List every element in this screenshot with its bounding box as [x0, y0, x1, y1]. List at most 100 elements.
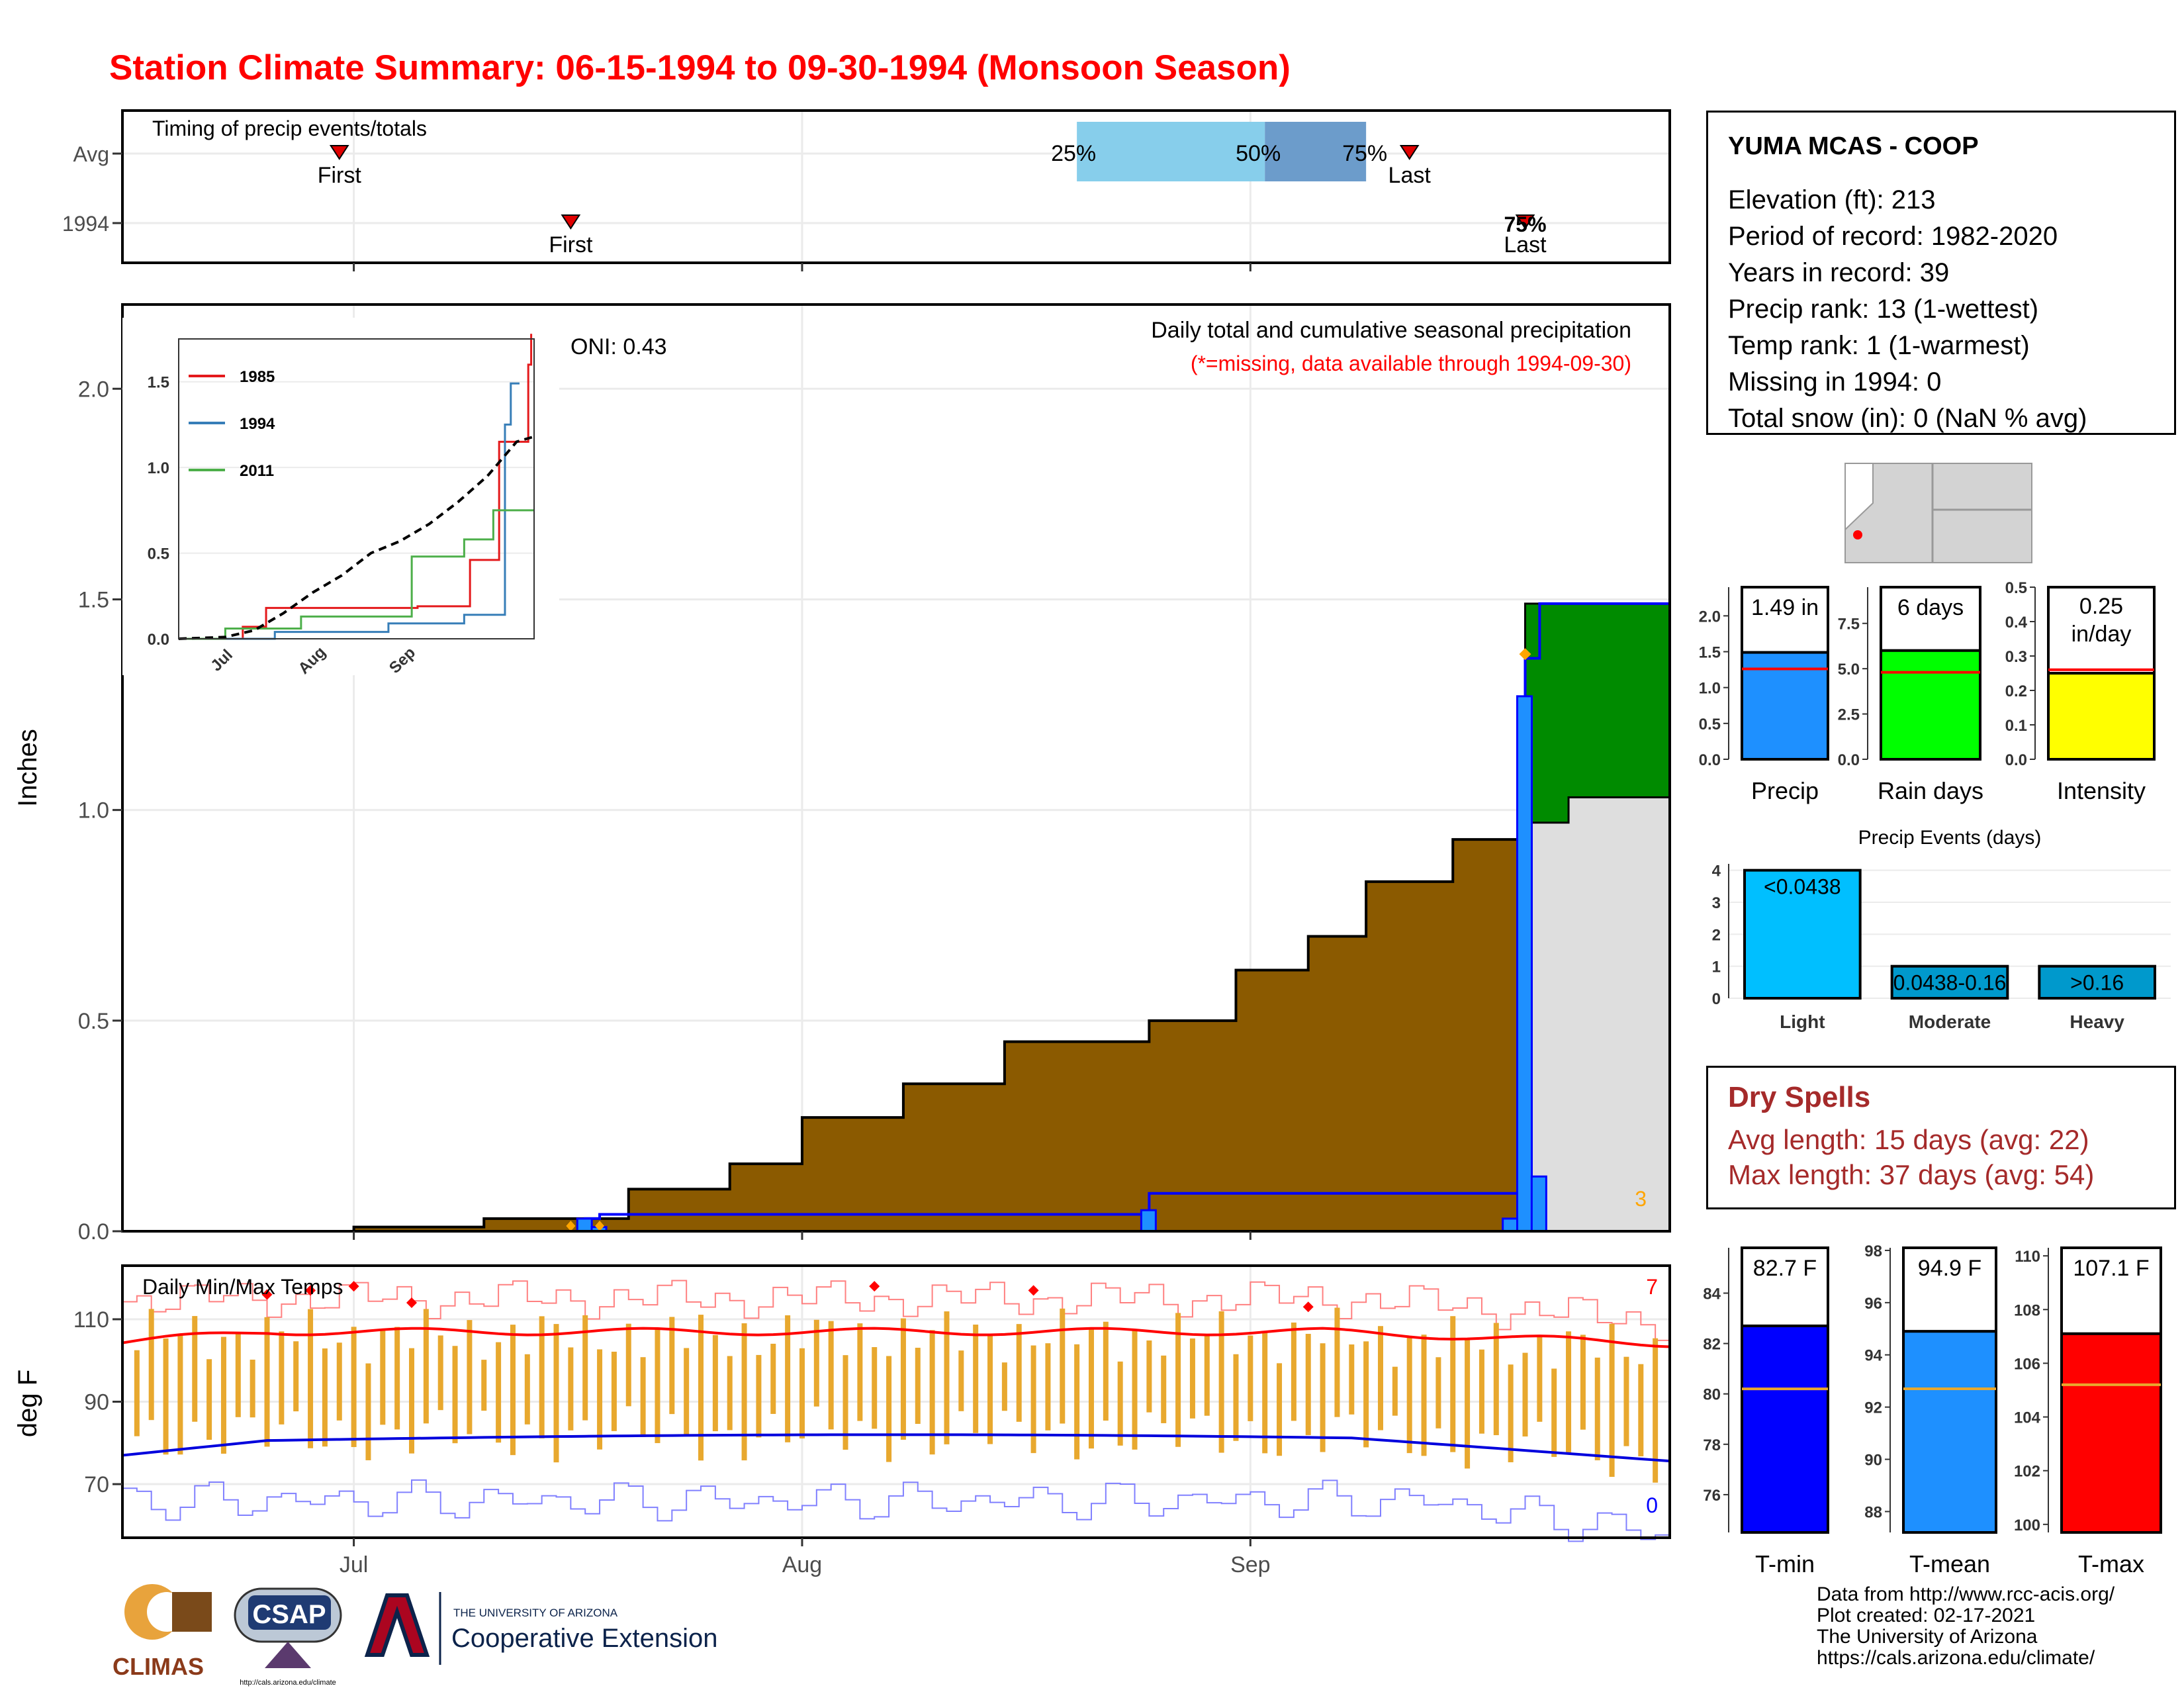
summary-chart-bars_tmax: 100 102 104 106 108 110 107.1 F T-max — [2014, 1246, 2162, 1577]
university-of-arizona-logo: THE UNIVERSITY OF ARIZONA Cooperative Ex… — [364, 1592, 717, 1665]
summary-value-bar — [1880, 649, 1981, 761]
cumulative-y-tick-label: 0.5 — [78, 1009, 109, 1034]
daily-precip-bar — [1502, 1217, 1519, 1233]
record-low-count: 0 — [1646, 1493, 1658, 1517]
daily-temp-bar — [1580, 1335, 1586, 1430]
daily-temp-bar — [1334, 1307, 1340, 1417]
summary-y-tick-label: 0.1 — [2005, 717, 2027, 735]
csap-logo-url: http://cals.arizona.edu/climate — [240, 1679, 336, 1687]
daily-temp-bar — [1175, 1313, 1181, 1447]
daily-temp-bar — [698, 1315, 704, 1461]
daily-temp-bar — [1103, 1321, 1109, 1421]
daily-temp-bar — [264, 1317, 270, 1447]
summary-y-tick-label: 2.5 — [1838, 706, 1860, 724]
daily-marker — [566, 1221, 576, 1231]
summary-y-tick-label: 0.4 — [2005, 614, 2028, 632]
avg-last-label: Last — [1388, 163, 1432, 188]
daily-temp-bar — [625, 1323, 631, 1407]
cumulative-title: Daily total and cumulative seasonal prec… — [1151, 318, 1631, 343]
summary-category-label: T-min — [1755, 1550, 1815, 1577]
summary-chart-bars_intensity: 0.0 0.1 0.2 0.3 0.4 0.5 0.25 in/day Intensity — [2005, 579, 2156, 804]
temperature-x-tick-label: Sep — [1230, 1552, 1271, 1577]
events-category-label: Heavy — [2070, 1011, 2124, 1032]
daily-temp-bar — [365, 1363, 371, 1460]
summary-y-tick-label: 90 — [1864, 1452, 1882, 1470]
events-y-tick-label: 4 — [1712, 863, 1721, 880]
daily-temp-bar — [828, 1321, 834, 1430]
record-high-marker — [348, 1281, 359, 1292]
daily-temp-bar — [1030, 1345, 1036, 1454]
summary-value-label: 107.1 F — [2073, 1256, 2149, 1281]
summary-value-bar — [2047, 672, 2156, 761]
ua-extension-text: Cooperative Extension — [451, 1624, 717, 1653]
daily-temp-bar — [250, 1359, 255, 1418]
credit-data-source: Data from http://www.rcc-acis.org/ — [1817, 1583, 2115, 1605]
daily-temp-bar — [1435, 1357, 1441, 1429]
summary-y-tick-label: 76 — [1703, 1487, 1721, 1505]
daily-temp-bar — [655, 1329, 660, 1444]
ua-small-text: THE UNIVERSITY OF ARIZONA — [453, 1607, 618, 1619]
inset-y-tick-label: 0.5 — [148, 545, 169, 563]
summary-y-tick-label: 88 — [1864, 1503, 1882, 1521]
quantile-label-75: 75% — [1342, 141, 1387, 166]
daily-temp-bar — [1537, 1336, 1543, 1422]
summary-label-box — [1902, 1246, 1997, 1333]
daily-temp-bar — [409, 1348, 415, 1454]
daily-temp-bar — [1421, 1335, 1427, 1456]
summary-y-tick-label: 100 — [2014, 1517, 2040, 1534]
summary-y-tick-label: 108 — [2014, 1301, 2040, 1319]
daily-temp-bar — [1161, 1355, 1167, 1423]
summary-y-tick-label: 0.0 — [2005, 751, 2027, 769]
daily-precip-bar — [1140, 1209, 1157, 1233]
daily-temp-bar — [1623, 1356, 1629, 1446]
daily-temp-bar — [1262, 1333, 1268, 1454]
daily-temp-bar — [1277, 1363, 1283, 1456]
daily-temp-bar — [1508, 1364, 1514, 1462]
summary-y-tick-label: 5.0 — [1838, 661, 1860, 679]
temperature-y-tick-label: 110 — [73, 1307, 109, 1333]
station-years: Years in record: 39 — [1728, 258, 1950, 287]
daily-temp-bar — [206, 1359, 212, 1440]
daily-precip-bar — [1530, 1175, 1547, 1233]
station-temp-rank: Temp rank: 1 (1-warmest) — [1728, 331, 2030, 360]
daily-temp-bar — [958, 1350, 964, 1411]
station-name: YUMA MCAS - COOP — [1728, 132, 1979, 160]
events-y-tick-label: 2 — [1712, 926, 1721, 944]
summary-y-tick-label: 0.5 — [2005, 579, 2027, 597]
daily-temp-bar — [712, 1335, 718, 1432]
oni-label: ONI: 0.43 — [570, 334, 667, 359]
dry-spells-avg: Avg length: 15 days (avg: 22) — [1728, 1124, 2089, 1155]
daily-temp-bar — [481, 1360, 487, 1411]
summary-value-bar — [1902, 1330, 1997, 1534]
summary-y-tick-label: 7.5 — [1838, 616, 1860, 633]
daily-temp-bar — [886, 1356, 892, 1462]
daily-temp-bar — [727, 1356, 733, 1430]
timing-row-label: Avg — [73, 142, 109, 166]
inset-legend-label: 2011 — [240, 462, 274, 480]
summary-label-box — [1741, 586, 1829, 654]
record-high-marker — [261, 1289, 273, 1300]
daily-temp-bar — [510, 1325, 516, 1456]
record-high-line — [122, 1280, 1670, 1341]
avg-first-marker — [329, 145, 349, 160]
station-info-box: YUMA MCAS - COOP Elevation (ft): 213 Per… — [1706, 111, 2176, 435]
summary-chart-bars_tmean: 88 90 92 94 96 98 94.9 F T-mean — [1864, 1243, 1997, 1577]
daily-temp-bar — [1291, 1322, 1297, 1421]
cumulative-y-tick-label: 1.0 — [78, 798, 109, 823]
summary-category-label: Rain days — [1878, 777, 1983, 804]
events-bar-label: 0.0438-0.16 — [1893, 971, 2007, 995]
daily-temp-bar — [929, 1330, 935, 1455]
summary-y-tick-label: 102 — [2014, 1463, 2040, 1481]
1994-first-label: First — [549, 232, 593, 258]
inset-background — [122, 318, 559, 675]
daily-temp-bar — [1377, 1326, 1383, 1430]
daily-temp-bar — [1045, 1343, 1051, 1430]
location-map — [1844, 463, 2032, 563]
inset-series-1994 — [179, 382, 520, 640]
daily-temp-bar — [279, 1331, 285, 1425]
daily-temp-bar — [1465, 1338, 1471, 1469]
daily-temp-bar — [1320, 1343, 1326, 1452]
daily-temp-bar — [987, 1335, 993, 1444]
daily-temp-bar — [872, 1347, 878, 1429]
